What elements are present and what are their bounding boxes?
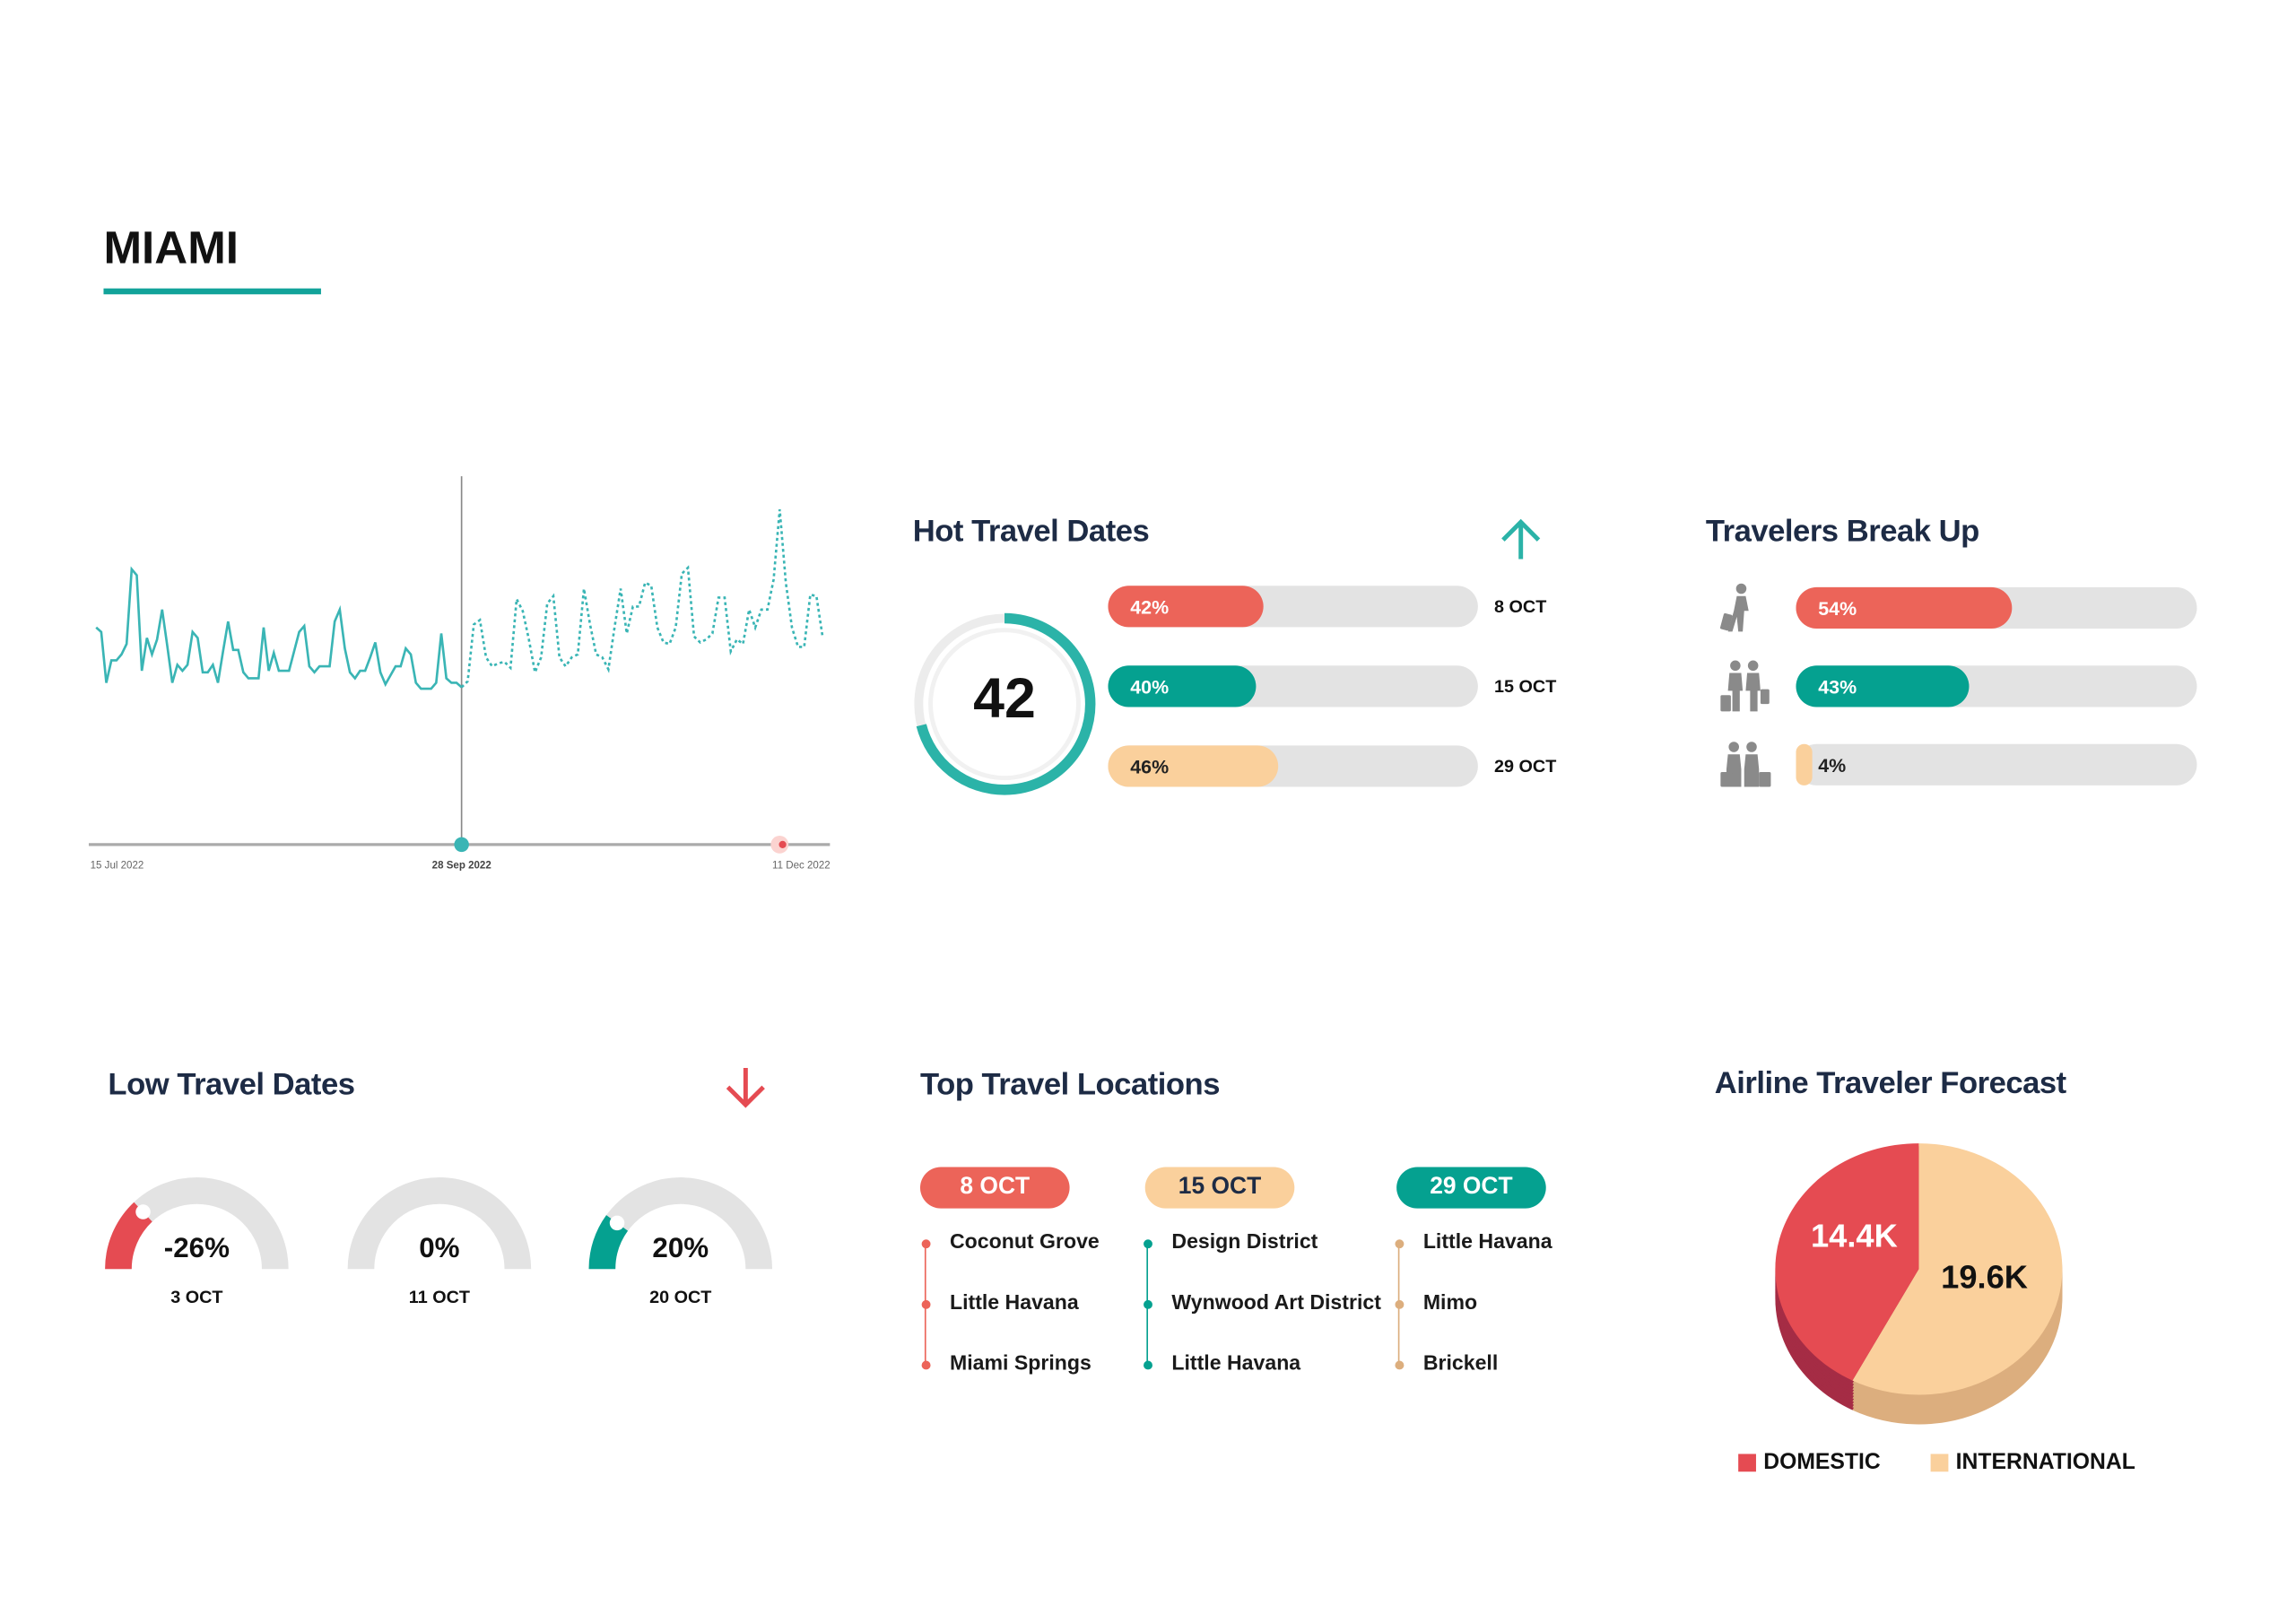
hot-travel-dates-title: Hot Travel Dates (912, 515, 1150, 549)
location-item[interactable]: Miami Springs (949, 1350, 1091, 1375)
location-dot (1143, 1238, 1152, 1248)
forecast-series-line (460, 509, 824, 689)
hot-date-bar-fill (1108, 745, 1279, 787)
gauge-knob (135, 1204, 151, 1219)
event-marker[interactable] (778, 840, 787, 848)
location-dot (1394, 1359, 1404, 1369)
ring-progress (913, 612, 1096, 795)
x-tick-label: 15 Jul 2022 (90, 861, 144, 872)
location-date-badge[interactable]: 8 OCT (919, 1167, 1070, 1209)
low-travel-dates-title: Low Travel Dates (108, 1067, 355, 1102)
solo-traveler-icon (1719, 583, 1749, 632)
gauge-date: 20 OCT (649, 1287, 712, 1308)
hot-date-bar: 46% (1108, 745, 1478, 787)
history-series-line (95, 566, 463, 690)
location-date-badge[interactable]: 15 OCT (1144, 1167, 1295, 1209)
legend-swatch-international (1930, 1454, 1949, 1472)
location-item[interactable]: Coconut Grove (949, 1228, 1100, 1254)
gauge-value: -26% (163, 1233, 230, 1265)
gauge-value: 0% (419, 1233, 460, 1265)
location-item[interactable]: Little Havana (1171, 1350, 1301, 1375)
location-item[interactable]: Mimo (1422, 1289, 1478, 1314)
gauge (588, 1177, 773, 1270)
forecast-pie-chart (1775, 1143, 2063, 1425)
location-dot (1394, 1299, 1404, 1308)
pie-label-international: 19.6K (1941, 1258, 2029, 1296)
legend-swatch-domestic (1738, 1454, 1756, 1472)
traveler-type-bar: 43% (1796, 665, 2197, 707)
traveler-type-percent: 54% (1818, 597, 1857, 621)
gauge-value: 20% (652, 1233, 709, 1265)
location-dot (1143, 1299, 1152, 1308)
traveler-type-bar-fill (1796, 586, 2013, 629)
traveler-type-percent: 43% (1818, 675, 1857, 699)
traveler-type-bar-fill (1796, 743, 1813, 785)
gauge-date: 11 OCT (408, 1287, 470, 1308)
arrow-down-icon (726, 1067, 765, 1108)
location-dot (920, 1238, 930, 1248)
airline-forecast-title: Airline Traveler Forecast (1714, 1066, 2066, 1101)
pie-label-domestic: 14.4K (1810, 1217, 1898, 1254)
gauge (105, 1177, 289, 1270)
location-dot (1394, 1238, 1404, 1248)
location-item[interactable]: Brickell (1422, 1350, 1499, 1375)
travelers-break-up-title: Travelers Break Up (1705, 515, 1979, 549)
hot-date-percent: 40% (1130, 675, 1170, 699)
hot-date-bar-fill (1108, 665, 1257, 707)
location-dot (1143, 1359, 1152, 1369)
x-tick-label: 28 Sep 2022 (431, 861, 491, 872)
title-underline (103, 288, 321, 295)
hot-dates-count: 42 (973, 668, 1036, 731)
hot-date-label: 15 OCT (1493, 675, 1557, 697)
ring-inner (928, 628, 1081, 781)
location-dot (920, 1359, 930, 1369)
page-title: MIAMI (103, 221, 239, 274)
gauge-date: 3 OCT (170, 1287, 223, 1308)
hot-date-label: 29 OCT (1493, 755, 1557, 777)
pie-slice-domestic (1775, 1143, 1919, 1381)
location-item[interactable]: Little Havana (1422, 1228, 1552, 1254)
hot-date-percent: 42% (1130, 595, 1170, 619)
location-item[interactable]: Wynwood Art District (1171, 1289, 1381, 1314)
location-date-badge[interactable]: 29 OCT (1396, 1167, 1546, 1209)
legend-label-domestic: DOMESTIC (1763, 1449, 1881, 1475)
hot-date-percent: 46% (1130, 755, 1170, 778)
traveler-type-bar-fill (1796, 665, 1969, 707)
hot-date-bar: 42% (1108, 586, 1478, 628)
family-traveler-icon (1720, 742, 1771, 787)
traveler-type-bar: 4% (1796, 743, 2197, 785)
couple-traveler-icon (1720, 660, 1770, 712)
hot-date-label: 8 OCT (1493, 595, 1547, 617)
arrow-up-icon (1501, 518, 1541, 560)
hot-date-bar: 40% (1108, 665, 1478, 707)
location-dot (920, 1299, 930, 1308)
traveler-type-percent: 4% (1818, 754, 1847, 777)
today-marker-handle[interactable] (454, 837, 469, 853)
x-tick-label: 11 Dec 2022 (772, 861, 831, 872)
gauge-knob (609, 1215, 625, 1231)
hot-dates-ring (913, 612, 1096, 795)
gauge (347, 1177, 532, 1270)
location-item[interactable]: Little Havana (949, 1289, 1079, 1314)
hot-date-bar-fill (1108, 586, 1264, 628)
location-item[interactable]: Design District (1171, 1228, 1318, 1254)
legend-label-international: INTERNATIONAL (1955, 1449, 2135, 1475)
traveler-type-bar: 54% (1796, 586, 2197, 629)
pie-slice-international (1852, 1143, 2063, 1395)
top-travel-locations-title: Top Travel Locations (919, 1067, 1220, 1102)
